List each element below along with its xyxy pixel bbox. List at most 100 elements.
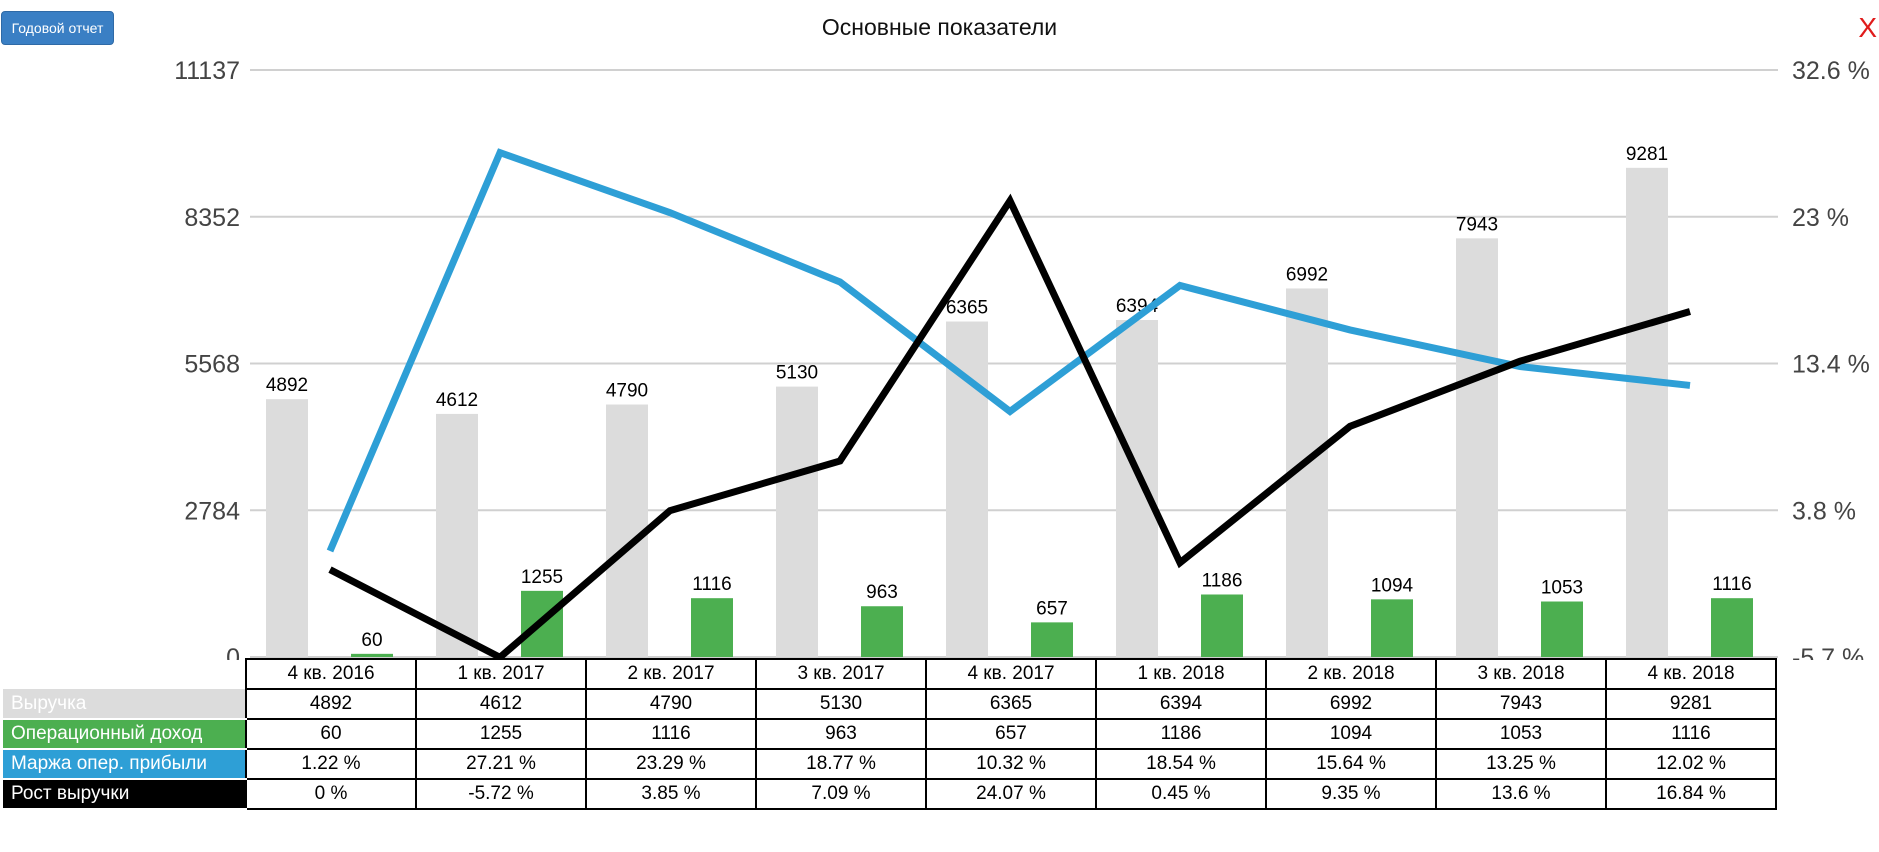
table-cell: 13.25 % (1435, 748, 1607, 780)
income-bar (1711, 598, 1753, 657)
category-header: 1 кв. 2017 (415, 658, 587, 690)
margin-series-line (326, 148, 1691, 553)
revenue-bar (776, 386, 818, 657)
table-cell: 963 (755, 718, 927, 750)
income-value-label: 1094 (1371, 575, 1414, 596)
income-value-label: 1116 (692, 574, 731, 595)
revenue-bar (1456, 238, 1498, 657)
table-cell: 9281 (1605, 688, 1777, 720)
combo-chart: 0 2784 5568 8352 11137 -5.7 % 3.8 % 13.4 % 23 % 3… (174, 57, 1870, 660)
revenue-bar (266, 399, 308, 657)
table-corner (3, 659, 247, 689)
table-cell: 1094 (1265, 718, 1437, 750)
income-bar (1541, 601, 1583, 657)
revenue-value-label: 9281 (1626, 144, 1668, 165)
category-header: 3 кв. 2018 (1435, 658, 1607, 690)
table-cell: 16.84 % (1605, 778, 1777, 810)
table-cell: 7.09 % (755, 778, 927, 810)
y-right-tick-label: 32.6 % (1792, 57, 1870, 85)
category-header: 3 кв. 2017 (755, 658, 927, 690)
series-row-header: Рост выручки (3, 779, 246, 810)
revenue-bar (1626, 167, 1668, 657)
table-cell: 4790 (585, 688, 757, 720)
revenue-value-label: 7943 (1456, 214, 1498, 235)
table-cell: 1053 (1435, 718, 1607, 750)
table-cell: 9.35 % (1265, 778, 1437, 810)
table-cell: 12.02 % (1605, 748, 1777, 780)
table-cell: 60 (245, 718, 417, 750)
income-value-label: 657 (1036, 598, 1068, 619)
revenue-value-label: 4892 (266, 375, 308, 396)
table-cell: 7943 (1435, 688, 1607, 720)
category-header: 4 кв. 2017 (925, 658, 1097, 690)
table-row: Маржа опер. прибыли 1.22 % 27.21 % 23.29 % 1… (3, 748, 1777, 780)
table-cell: 1255 (415, 718, 587, 750)
table-cell: 4612 (415, 688, 587, 720)
category-header: 1 кв. 2018 (1095, 658, 1267, 690)
table-cell: 6365 (925, 688, 1097, 720)
table-cell: 27.21 % (415, 748, 587, 780)
revenue-value-label: 6992 (1286, 264, 1328, 285)
growth-series-line (328, 193, 1691, 660)
revenue-value-label: 5130 (776, 363, 818, 384)
y-left-tick-label: 0 (226, 644, 240, 660)
data-table: 4 кв. 2016 1 кв. 2017 2 кв. 2017 3 кв. 2017… (3, 658, 1777, 810)
table-cell: 6394 (1095, 688, 1267, 720)
table-row: Выручка 4892 4612 4790 5130 6365 6394 6992 7943 9… (3, 688, 1777, 720)
revenue-value-label: 6365 (946, 298, 988, 319)
table-cell: 24.07 % (925, 778, 1097, 810)
revenue-value-label: 4790 (606, 381, 648, 402)
table-cell: 1186 (1095, 718, 1267, 750)
y-left-tick-label: 5568 (184, 351, 240, 379)
income-bar (691, 598, 733, 657)
category-header: 4 кв. 2016 (245, 658, 417, 690)
table-cell: 657 (925, 718, 1097, 750)
table-cell: 18.54 % (1095, 748, 1267, 780)
table-cell: 5130 (755, 688, 927, 720)
income-value-label: 60 (361, 630, 382, 651)
table-cell: 15.64 % (1265, 748, 1437, 780)
table-cell: 10.32 % (925, 748, 1097, 780)
income-value-label: 1116 (1712, 574, 1751, 595)
table-cell: 0.45 % (1095, 778, 1267, 810)
y-left-tick-label: 11137 (174, 57, 240, 85)
category-header: 2 кв. 2018 (1265, 658, 1437, 690)
y-right-tick-label: 3.8 % (1792, 497, 1856, 525)
income-value-label: 963 (866, 582, 898, 603)
y-right-tick-label: 13.4 % (1792, 351, 1870, 379)
revenue-bar (606, 404, 648, 657)
table-cell: 1.22 % (245, 748, 417, 780)
table-cell: 13.6 % (1435, 778, 1607, 810)
income-value-label: 1186 (1202, 570, 1243, 591)
income-bar (1201, 594, 1243, 657)
category-header: 2 кв. 2017 (585, 658, 757, 690)
income-value-label: 1053 (1541, 577, 1583, 598)
table-cell: 1116 (1605, 718, 1777, 750)
y-left-tick-label: 8352 (184, 204, 240, 232)
chart-title: Основные показатели (821, 14, 1058, 40)
income-bar (1031, 622, 1073, 657)
revenue-value-label: 4612 (436, 390, 478, 411)
table-cell: 0 % (245, 778, 417, 810)
revenue-bar (1116, 319, 1158, 657)
income-bar (861, 606, 903, 657)
revenue-bar (436, 413, 478, 657)
series-row-header: Маржа опер. прибыли (3, 749, 246, 780)
table-row: Операционный доход 60 1255 1116 963 657 1186 10… (3, 718, 1777, 750)
table-cell: 18.77 % (755, 748, 927, 780)
table-cell: -5.72 % (415, 778, 587, 810)
series-row-header: Операционный доход (3, 719, 246, 750)
table-cell: 23.29 % (585, 748, 757, 780)
income-bar (1371, 599, 1413, 657)
close-icon[interactable]: X (1858, 12, 1877, 43)
table-cell: 4892 (245, 688, 417, 720)
category-header: 4 кв. 2018 (1605, 658, 1777, 690)
series-row-header: Выручка (3, 689, 246, 720)
y-left-tick-label: 2784 (184, 497, 240, 525)
annual-report-button[interactable]: Годовой отчет (1, 11, 114, 45)
income-bar (351, 653, 393, 657)
y-right-tick-label: -5.7 % (1792, 644, 1864, 660)
table-cell: 6992 (1265, 688, 1437, 720)
table-cell: 1116 (585, 718, 757, 750)
table-row: Рост выручки 0 % -5.72 % 3.85 % 7.09 % 24.07 … (3, 778, 1777, 810)
